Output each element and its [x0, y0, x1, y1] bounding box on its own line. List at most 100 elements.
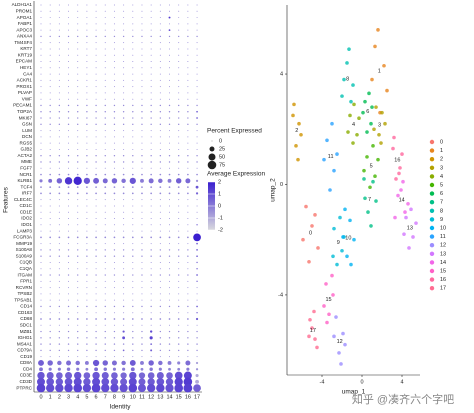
- dot: [167, 361, 172, 365]
- x-tick-label: 5: [85, 394, 88, 400]
- x-tick-label: 3: [67, 394, 70, 400]
- dot: [65, 372, 73, 380]
- dot: [40, 249, 42, 251]
- dot: [95, 42, 97, 44]
- legend-label: 7: [440, 200, 443, 206]
- dot: [77, 111, 79, 113]
- dot: [196, 356, 198, 358]
- dot: [49, 268, 51, 270]
- feature-label: S100A8: [16, 247, 33, 252]
- dot: [49, 29, 51, 31]
- dot: [68, 356, 70, 358]
- dot: [178, 98, 180, 100]
- dot: [49, 211, 51, 213]
- dot: [104, 142, 106, 144]
- dot: [140, 178, 144, 183]
- dot: [39, 367, 43, 372]
- dot: [150, 54, 152, 56]
- dot: [40, 4, 42, 6]
- dot: [123, 67, 125, 69]
- cell-point: [308, 317, 312, 322]
- dot: [113, 117, 116, 119]
- dot: [40, 86, 42, 88]
- dot: [187, 79, 189, 81]
- dot: [150, 318, 153, 320]
- dot: [86, 268, 88, 270]
- dot: [74, 371, 82, 380]
- dot: [67, 161, 70, 163]
- dot: [123, 280, 125, 282]
- dot: [141, 48, 143, 50]
- cell-point: [397, 171, 401, 176]
- dot: [168, 192, 171, 195]
- dot: [122, 255, 125, 257]
- feature-label: S100A9: [16, 253, 33, 258]
- dot: [148, 178, 154, 184]
- dot: [49, 299, 51, 301]
- dot: [86, 318, 88, 320]
- dot: [86, 356, 88, 358]
- dot: [159, 130, 161, 132]
- dot: [187, 349, 189, 352]
- dot: [86, 199, 88, 201]
- dot: [58, 17, 60, 19]
- dot: [86, 337, 88, 339]
- dot: [104, 236, 107, 239]
- cluster-label: 11: [328, 154, 334, 160]
- dot: [129, 371, 137, 380]
- dot: [113, 230, 115, 232]
- dot: [132, 86, 134, 88]
- dot: [132, 287, 134, 289]
- dot: [196, 136, 198, 138]
- dot: [123, 42, 125, 44]
- dot: [68, 142, 70, 144]
- dot: [86, 117, 88, 119]
- dot: [178, 224, 180, 226]
- feature-label: PECAM1: [13, 103, 32, 108]
- dot: [169, 142, 171, 144]
- dot: [169, 287, 171, 289]
- dot: [177, 186, 180, 188]
- dot: [40, 312, 42, 314]
- dot: [49, 293, 51, 295]
- dot: [68, 243, 70, 245]
- dot: [150, 155, 152, 157]
- dot: [64, 177, 73, 185]
- dot: [122, 123, 125, 126]
- dot: [92, 359, 100, 367]
- dot: [104, 117, 106, 119]
- dot: [104, 155, 106, 157]
- dot: [113, 17, 115, 19]
- dot: [104, 211, 106, 213]
- dot: [141, 243, 143, 245]
- dot: [178, 243, 180, 245]
- dot: [168, 274, 171, 276]
- dot: [58, 186, 61, 188]
- dot: [141, 136, 143, 138]
- dot: [187, 173, 189, 176]
- dot: [40, 98, 42, 100]
- dot: [67, 186, 70, 188]
- dot: [58, 192, 61, 195]
- legend-label: 0: [440, 139, 443, 145]
- dot: [95, 86, 97, 88]
- dot: [58, 10, 60, 12]
- legend-label: 13: [440, 251, 446, 257]
- dot: [77, 343, 79, 345]
- dot: [95, 173, 97, 176]
- dot: [58, 104, 61, 107]
- cell-point: [313, 337, 317, 341]
- dot: [58, 236, 61, 239]
- dot: [123, 48, 125, 50]
- dot: [150, 123, 152, 126]
- dot: [67, 35, 70, 38]
- dot: [187, 337, 189, 339]
- dot: [86, 35, 88, 38]
- dot: [177, 236, 180, 239]
- dot: [104, 111, 106, 113]
- dot: [178, 199, 180, 201]
- dot: [86, 136, 88, 138]
- dot: [122, 343, 125, 345]
- dot: [40, 199, 42, 201]
- dot: [150, 274, 152, 276]
